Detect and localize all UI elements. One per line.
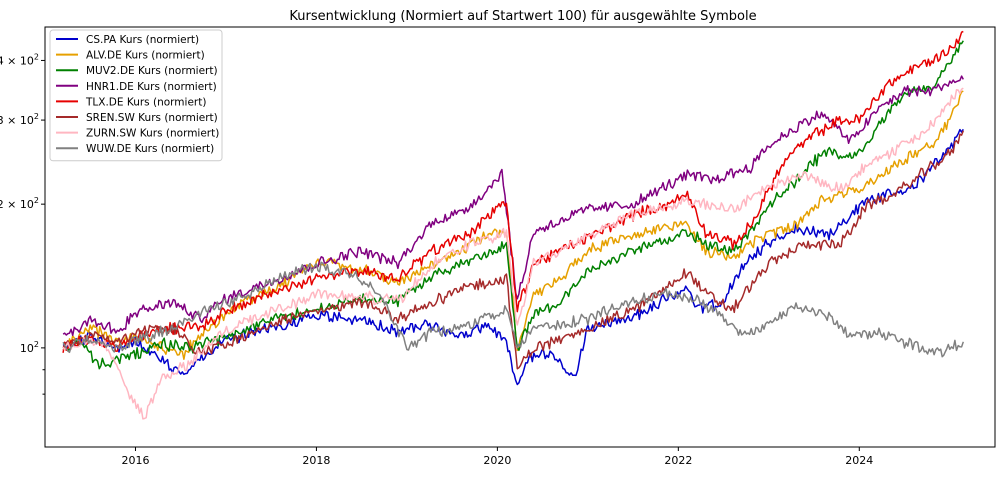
legend-label: HNR1.DE Kurs (normiert) bbox=[86, 81, 217, 93]
legend-label: TLX.DE Kurs (normiert) bbox=[85, 96, 206, 108]
chart-title: Kursentwicklung (Normiert auf Startwert … bbox=[289, 9, 756, 24]
x-tick-label: 2016 bbox=[121, 454, 149, 467]
series-line bbox=[62, 130, 964, 370]
legend-label: WUW.DE Kurs (normiert) bbox=[86, 143, 214, 155]
y-tick-label: 3 × 102 bbox=[0, 112, 39, 127]
legend-label: ZURN.SW Kurs (normiert) bbox=[86, 128, 219, 140]
legend-label: ALV.DE Kurs (normiert) bbox=[86, 50, 205, 62]
y-tick-label: 2 × 102 bbox=[0, 196, 39, 211]
series-line bbox=[62, 87, 964, 420]
series-line bbox=[62, 261, 965, 358]
legend-label: MUV2.DE Kurs (normiert) bbox=[86, 65, 218, 77]
axes-layer: 2016 2018 2020 2022 2024 102 2 × 102 3 × 102 4 ×… bbox=[0, 52, 873, 467]
legend-label: SREN.SW Kurs (normiert) bbox=[86, 112, 218, 124]
series-line bbox=[62, 30, 964, 353]
legend-label: CS.PA Kurs (normiert) bbox=[86, 34, 199, 46]
legend-box bbox=[49, 29, 223, 162]
x-tick-label: 2024 bbox=[845, 454, 873, 467]
x-tick-label: 2018 bbox=[302, 454, 330, 467]
x-tick-label: 2020 bbox=[483, 454, 511, 467]
plot-frame bbox=[44, 26, 996, 448]
x-tick-label: 2022 bbox=[664, 454, 692, 467]
series-layer bbox=[62, 30, 965, 420]
y-tick-label: 102 bbox=[20, 340, 39, 355]
legend: CS.PA Kurs (normiert) ALV.DE Kurs (normie… bbox=[49, 29, 223, 162]
y-tick-label: 4 × 102 bbox=[0, 52, 39, 67]
series-line bbox=[62, 128, 964, 386]
